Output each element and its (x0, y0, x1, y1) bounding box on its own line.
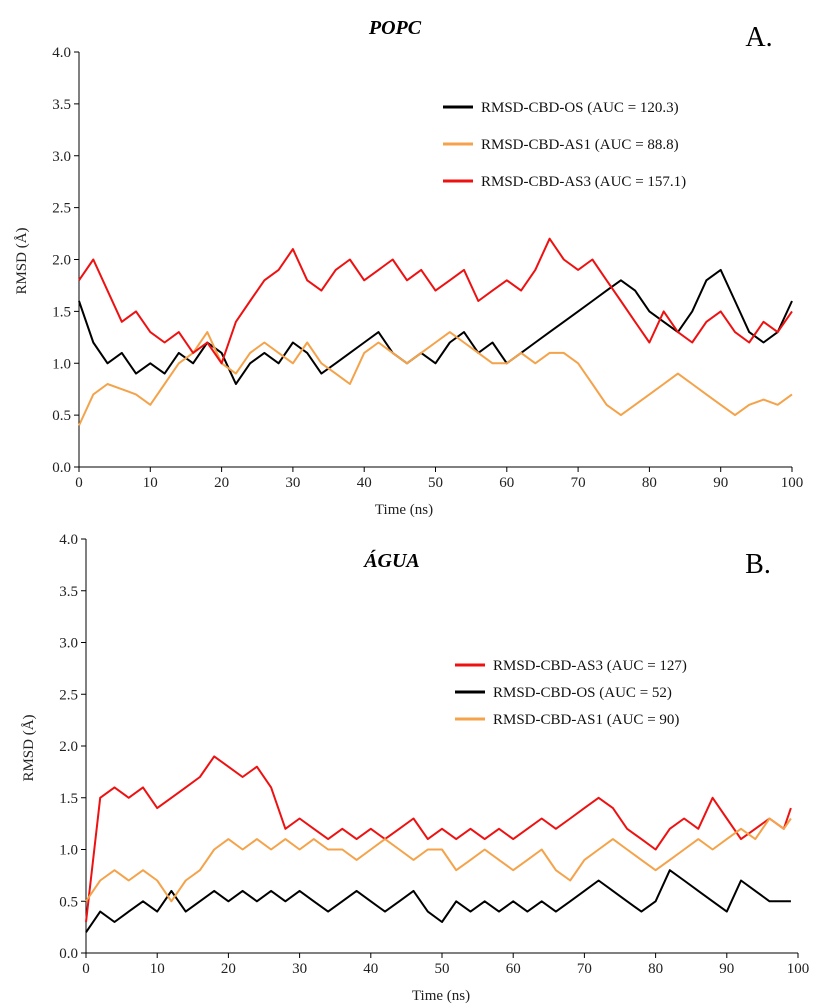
y-tick-label: 1.0 (52, 356, 71, 372)
x-tick-label: 20 (221, 961, 236, 977)
legend-entry: RMSD-CBD-AS1 (AUC = 90) (493, 712, 679, 728)
chart-title-popc: POPC (368, 17, 422, 39)
x-tick-label: 80 (648, 961, 663, 977)
panel-b: ÁGUA B. Time (ns) RMSD (Å) 0.0 0.5 1.0 1.5 2… (21, 532, 809, 1004)
y-tick-label: 4.0 (52, 45, 71, 61)
y-tick-label: 0.5 (52, 408, 71, 424)
x-tick-label: 100 (781, 475, 804, 491)
x-axis-title: Time (ns) (412, 988, 470, 1004)
y-tick-label: 4.0 (59, 532, 78, 548)
y-tick-label: 2.0 (59, 739, 78, 755)
y-tick-label: 0.0 (59, 946, 78, 962)
series-line-rmsd-cbd-as1 (78, 331, 793, 426)
y-tick-label: 3.5 (52, 97, 71, 113)
y-tick-label: 2.0 (52, 253, 71, 269)
series-line-rmsd-cbd-as3 (78, 237, 793, 365)
y-tick-label: 2.5 (52, 201, 71, 217)
x-tick-label: 40 (363, 961, 378, 977)
legend-entry: RMSD-CBD-AS1 (AUC = 88.8) (481, 137, 679, 153)
x-tick-label: 70 (571, 475, 586, 491)
y-tick-label: 0.0 (52, 460, 71, 476)
y-axis-title: RMSD (Å) (21, 714, 37, 781)
y-tick-label: 3.5 (59, 584, 78, 600)
x-tick-label: 10 (143, 475, 158, 491)
y-tick-label: 2.5 (59, 687, 78, 703)
x-tick-label: 50 (435, 961, 450, 977)
legend-entry: RMSD-CBD-AS3 (AUC = 157.1) (481, 174, 686, 190)
series-line-rmsd-cbd-as3 (85, 755, 792, 923)
x-tick-label: 30 (285, 475, 300, 491)
y-tick-label: 1.5 (59, 791, 78, 807)
x-tick-label: 90 (719, 961, 734, 977)
x-tick-label: 60 (506, 961, 521, 977)
series-line-rmsd-cbd-os (85, 869, 791, 933)
x-tick-label: 60 (499, 475, 514, 491)
legend-entry: RMSD-CBD-OS (AUC = 52) (493, 685, 672, 701)
x-tick-label: 50 (428, 475, 443, 491)
x-tick-label: 40 (357, 475, 372, 491)
x-tick-label: 100 (787, 961, 810, 977)
y-tick-label: 3.0 (52, 149, 71, 165)
series-line-rmsd-cbd-os (78, 268, 793, 385)
x-tick-label: 90 (713, 475, 728, 491)
chart-title-agua: ÁGUA (362, 549, 420, 572)
x-tick-label: 0 (75, 475, 83, 491)
x-tick-label: 0 (82, 961, 90, 977)
legend-entry: RMSD-CBD-AS3 (AUC = 127) (493, 658, 687, 674)
y-tick-label: 1.0 (59, 843, 78, 859)
x-tick-label: 80 (642, 475, 657, 491)
panel-label-a: A. (745, 22, 772, 53)
y-tick-label: 0.5 (59, 894, 78, 910)
panel-label-b: B. (745, 549, 771, 580)
x-tick-label: 10 (150, 961, 165, 977)
x-tick-label: 20 (214, 475, 229, 491)
y-tick-label: 3.0 (59, 636, 78, 652)
y-tick-label: 1.5 (52, 304, 71, 320)
x-tick-label: 70 (577, 961, 592, 977)
x-axis-title: Time (ns) (375, 502, 433, 518)
x-tick-label: 30 (292, 961, 307, 977)
series-line-rmsd-cbd-as1 (85, 817, 792, 903)
legend-entry: RMSD-CBD-OS (AUC = 120.3) (481, 100, 679, 116)
y-axis-title: RMSD (Å) (14, 227, 30, 294)
panel-a: POPC A. Time (ns) RMSD (Å) 0.0 0.5 1.0 1.5 2… (14, 17, 803, 518)
